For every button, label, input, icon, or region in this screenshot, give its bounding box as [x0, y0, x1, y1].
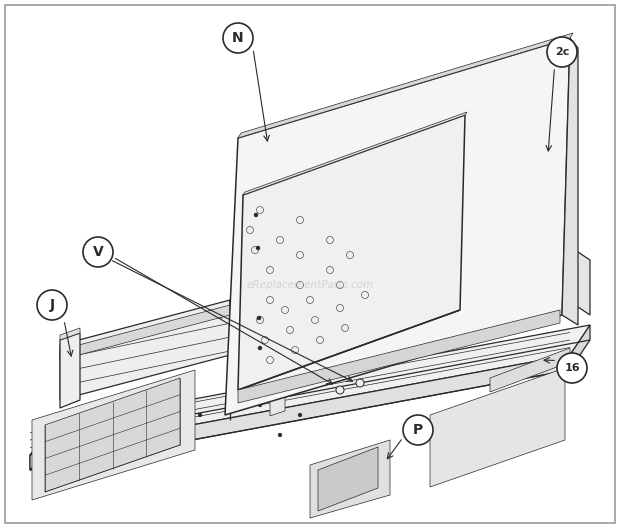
Circle shape: [258, 346, 262, 350]
Text: J: J: [50, 298, 55, 312]
Circle shape: [417, 208, 422, 212]
Circle shape: [83, 237, 113, 267]
Circle shape: [198, 413, 202, 417]
Polygon shape: [60, 333, 80, 408]
Polygon shape: [430, 368, 565, 487]
Circle shape: [298, 167, 303, 173]
Polygon shape: [230, 240, 560, 355]
Polygon shape: [560, 240, 590, 315]
Polygon shape: [562, 38, 578, 325]
Circle shape: [428, 163, 433, 167]
Circle shape: [363, 173, 368, 177]
Polygon shape: [225, 38, 570, 415]
Text: 16: 16: [564, 363, 580, 373]
Text: N: N: [232, 31, 244, 45]
Circle shape: [257, 316, 261, 320]
Polygon shape: [238, 115, 465, 390]
Text: 2c: 2c: [555, 47, 569, 57]
Text: V: V: [92, 245, 104, 259]
Circle shape: [403, 415, 433, 445]
Circle shape: [336, 386, 344, 394]
Polygon shape: [60, 300, 230, 400]
Polygon shape: [570, 325, 590, 370]
Circle shape: [538, 288, 542, 293]
Circle shape: [528, 232, 533, 238]
Circle shape: [247, 159, 252, 165]
Circle shape: [407, 297, 412, 303]
Polygon shape: [60, 328, 80, 340]
Polygon shape: [30, 355, 570, 470]
Circle shape: [37, 290, 67, 320]
Polygon shape: [243, 112, 467, 195]
Polygon shape: [30, 325, 590, 455]
Text: eReplacementParts.com: eReplacementParts.com: [246, 280, 374, 290]
Polygon shape: [30, 425, 55, 470]
Circle shape: [467, 248, 472, 252]
Circle shape: [252, 197, 257, 203]
Circle shape: [283, 252, 288, 258]
Circle shape: [298, 413, 302, 417]
Polygon shape: [45, 378, 180, 492]
Circle shape: [347, 238, 353, 242]
Circle shape: [557, 353, 587, 383]
Text: P: P: [413, 423, 423, 437]
Polygon shape: [490, 348, 570, 392]
Circle shape: [256, 246, 260, 250]
Circle shape: [547, 37, 577, 67]
Polygon shape: [238, 33, 573, 138]
Circle shape: [223, 23, 253, 53]
Circle shape: [258, 403, 262, 407]
Polygon shape: [318, 447, 378, 511]
Polygon shape: [32, 370, 195, 500]
Circle shape: [467, 282, 472, 288]
Circle shape: [356, 379, 364, 387]
Polygon shape: [270, 296, 285, 416]
Polygon shape: [60, 305, 230, 360]
Polygon shape: [310, 440, 390, 518]
Circle shape: [497, 173, 502, 177]
Polygon shape: [238, 310, 560, 403]
Circle shape: [254, 213, 258, 217]
Circle shape: [278, 433, 282, 437]
